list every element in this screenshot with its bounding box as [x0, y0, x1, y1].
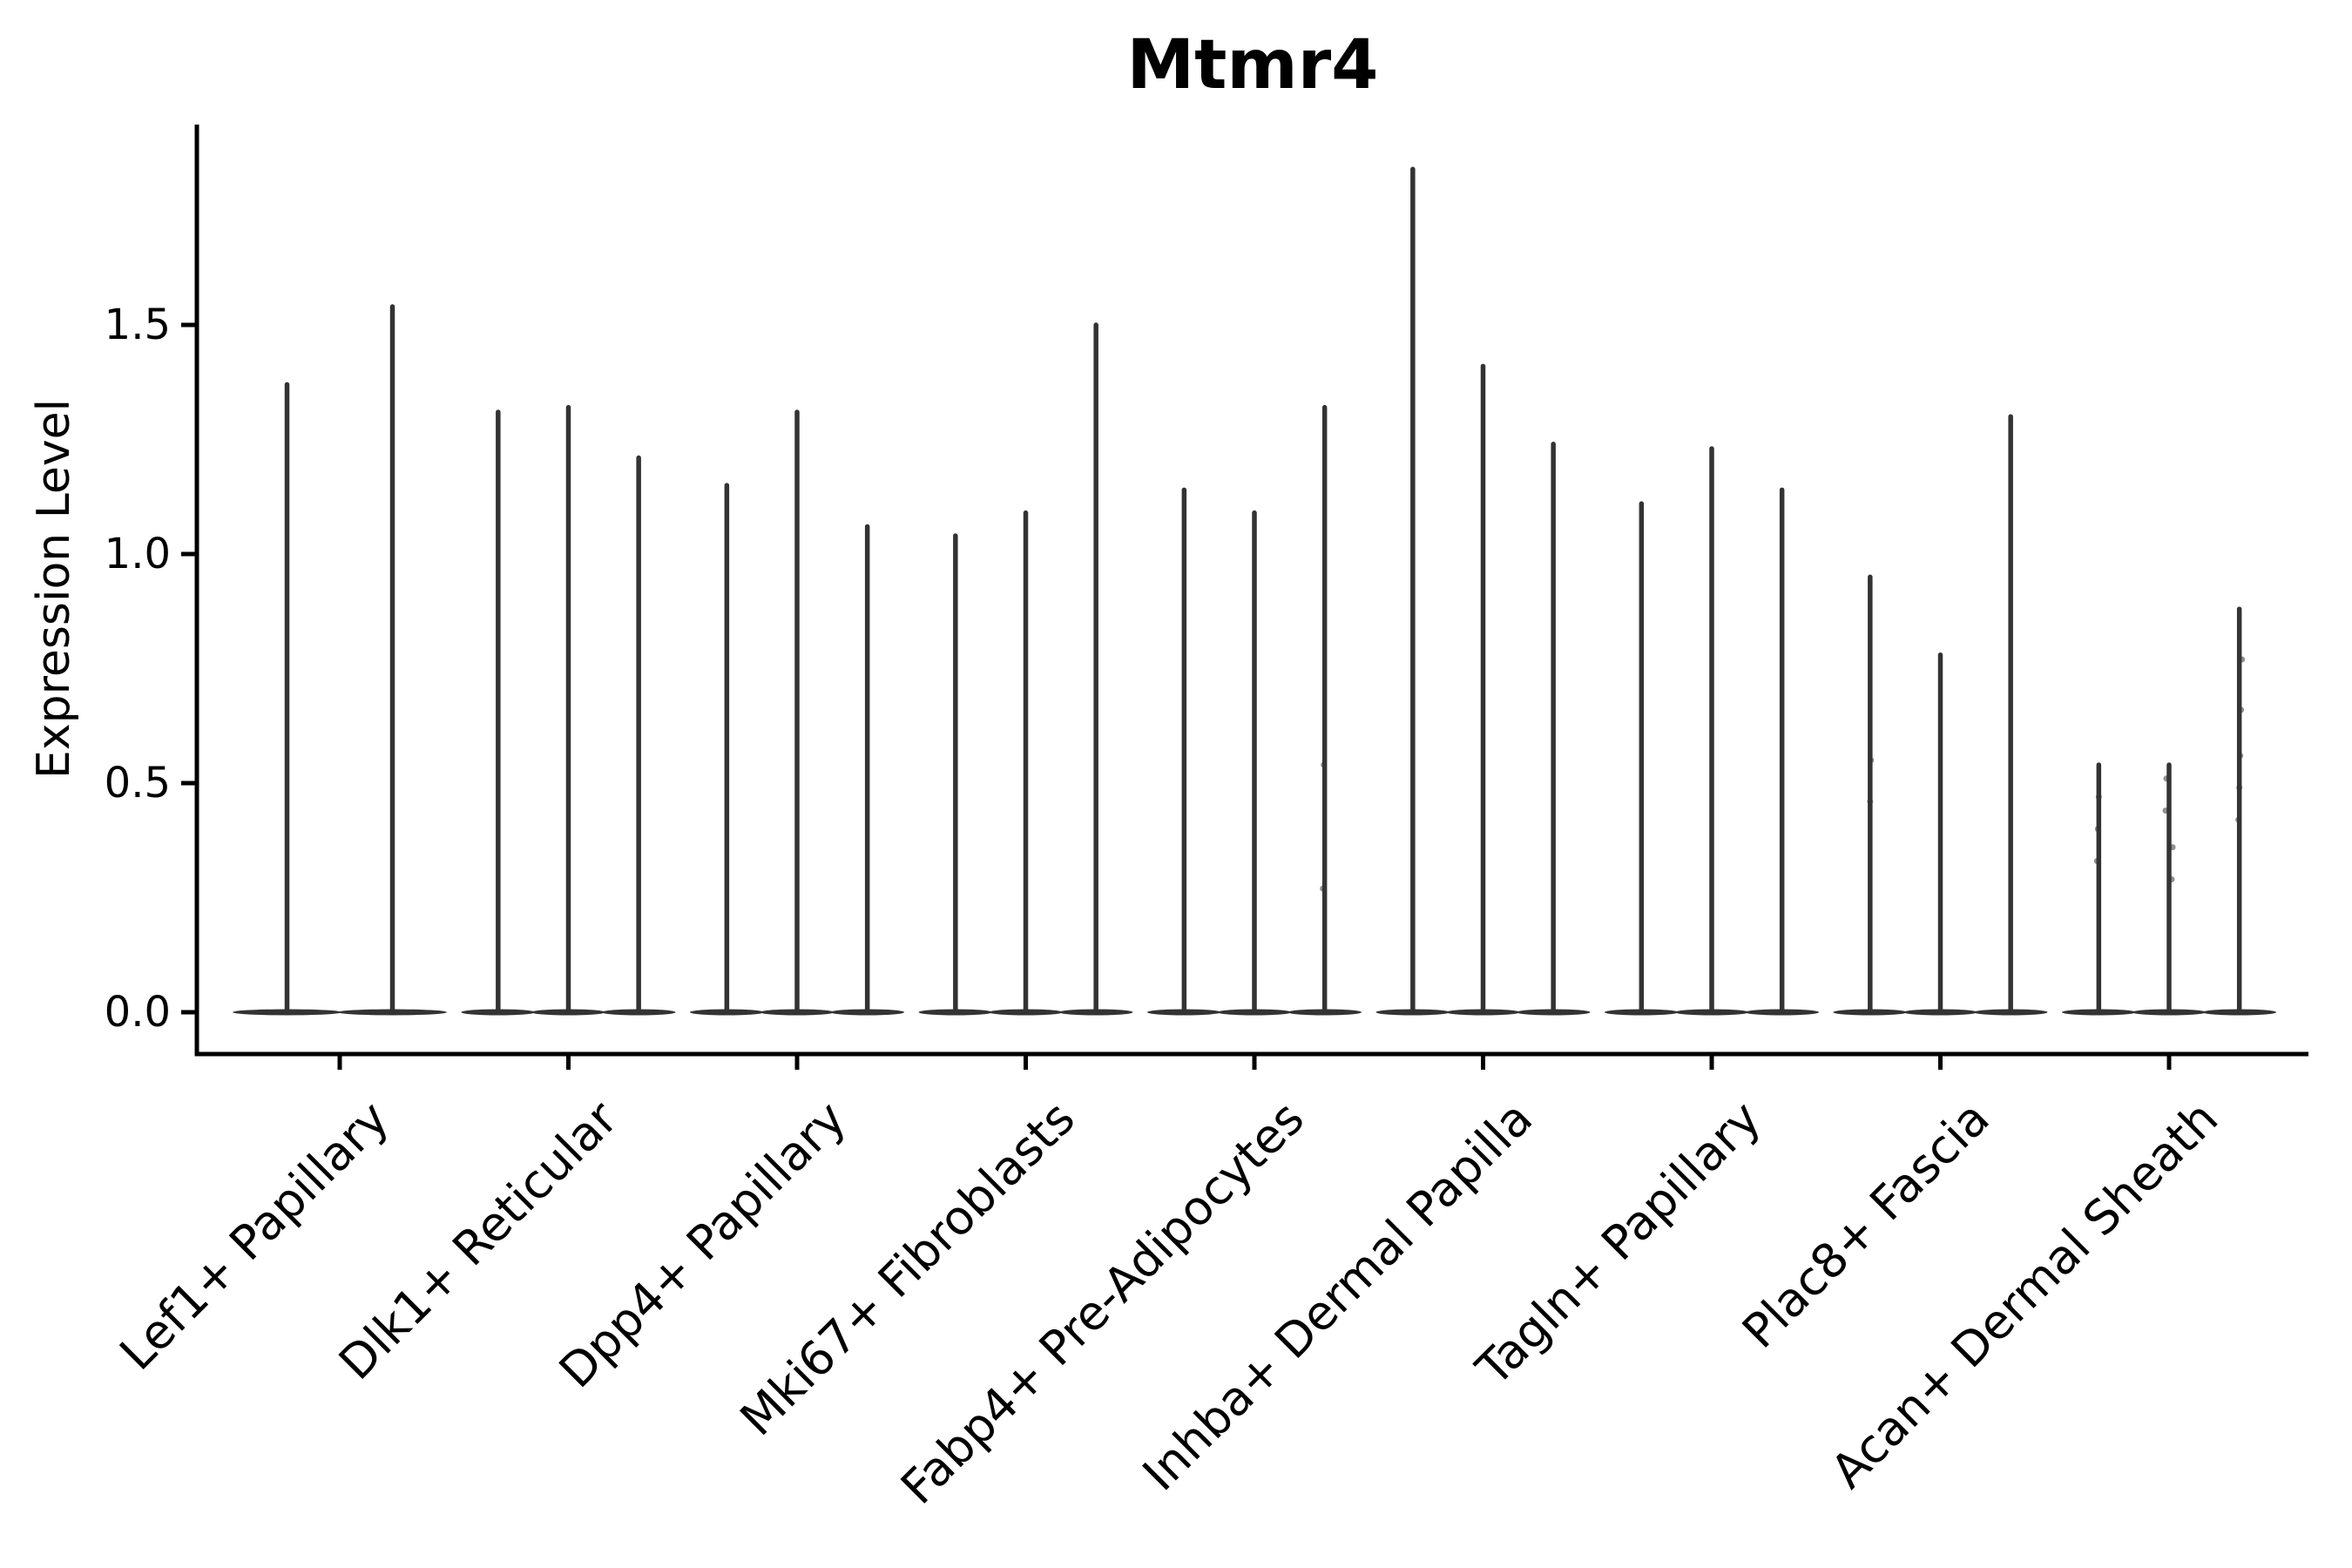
jitter-point	[2236, 784, 2243, 791]
jitter-point	[2238, 706, 2245, 713]
jitter-point	[2239, 656, 2246, 663]
jitter-point	[2162, 808, 2169, 814]
jitter-point	[2235, 816, 2242, 823]
jitter-point	[2168, 875, 2175, 882]
y-tick-label: 0.5	[104, 759, 171, 808]
y-tick-label: 1.5	[104, 301, 171, 349]
y-tick-label: 0.0	[104, 988, 171, 1037]
chart-title: Mtmr4	[1126, 26, 1379, 105]
jitter-point	[1321, 761, 1328, 768]
jitter-point	[1868, 757, 1875, 764]
jitter-point	[2093, 857, 2100, 864]
y-tick-label: 1.0	[104, 530, 171, 578]
jitter-point	[2095, 794, 2102, 801]
jitter-point	[2169, 844, 2176, 851]
jitter-point	[1867, 798, 1874, 805]
jitter-point	[2163, 775, 2170, 782]
jitter-point	[1320, 885, 1327, 892]
jitter-point	[2094, 826, 2101, 833]
jitter-point	[2237, 752, 2244, 759]
